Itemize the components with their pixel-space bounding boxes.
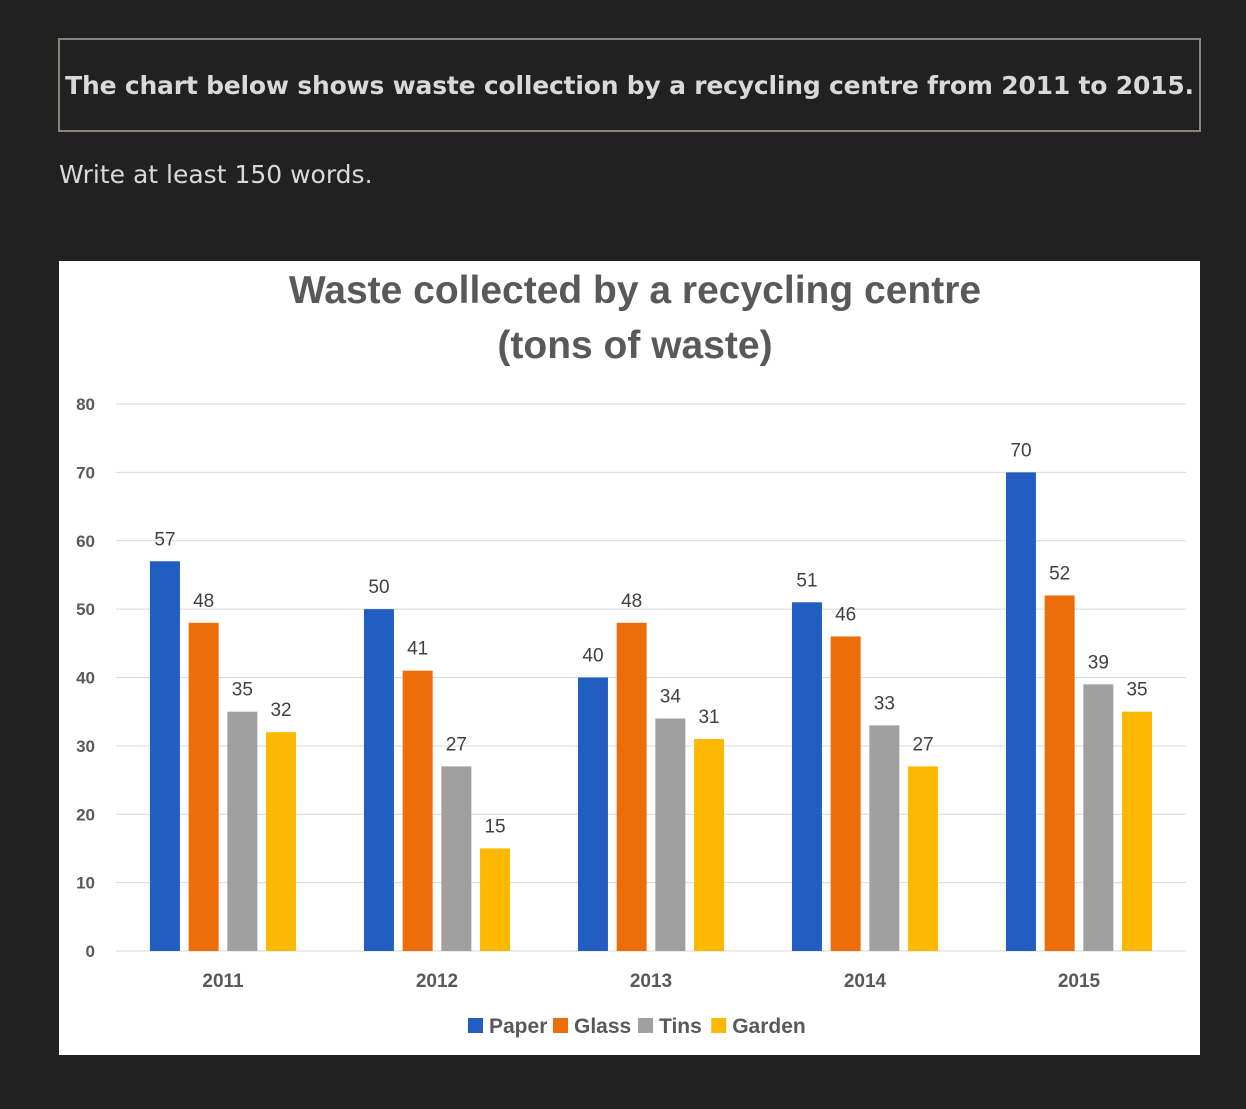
data-label: 57 <box>154 529 175 550</box>
x-tick-label: 2014 <box>844 971 887 992</box>
x-tick-label: 2012 <box>416 971 458 992</box>
data-label: 27 <box>446 734 467 755</box>
bar-paper <box>791 602 822 951</box>
instruction-text: Write at least 150 words. <box>59 160 373 189</box>
legend-label-tins: Tins <box>659 1015 702 1038</box>
bar-chart: Waste collected by a recycling centre (t… <box>76 269 1186 1038</box>
data-label: 40 <box>582 646 603 667</box>
y-tick-label: 60 <box>76 532 95 551</box>
x-tick-label: 2011 <box>202 971 244 992</box>
data-label: 70 <box>1010 440 1031 461</box>
bar-glass <box>830 636 861 951</box>
legend-swatch-tins <box>638 1018 653 1033</box>
y-tick-label: 0 <box>86 942 95 961</box>
bar-garden <box>1122 711 1153 951</box>
prompt-text: The chart below shows waste collection b… <box>65 70 1194 100</box>
bar-paper <box>1005 472 1036 951</box>
prompt-box: The chart below shows waste collection b… <box>58 38 1201 132</box>
bar-glass <box>402 670 433 951</box>
legend-swatch-glass <box>553 1018 568 1033</box>
bar-tins <box>441 766 472 951</box>
bar-garden <box>480 848 511 951</box>
data-label: 35 <box>232 680 253 701</box>
bar-tins <box>869 725 900 951</box>
bar-garden <box>908 766 939 951</box>
y-tick-label: 70 <box>76 463 95 482</box>
data-label: 33 <box>874 693 895 714</box>
bar-garden <box>694 739 725 951</box>
legend-swatch-garden <box>711 1018 727 1033</box>
x-tick-label: 2013 <box>630 971 672 992</box>
bar-garden <box>266 732 297 951</box>
bar-glass <box>1044 595 1075 951</box>
chart-title-line-2: (tons of waste) <box>497 324 772 367</box>
y-tick-label: 40 <box>76 669 95 688</box>
legend-swatch-paper <box>468 1018 483 1033</box>
y-tick-label: 80 <box>76 395 95 414</box>
data-label: 52 <box>1049 563 1070 584</box>
bar-paper <box>363 609 394 951</box>
y-tick-label: 30 <box>76 737 95 756</box>
y-tick-label: 10 <box>76 874 95 893</box>
data-label: 32 <box>270 700 291 721</box>
chart-panel: Waste collected by a recycling centre (t… <box>59 261 1200 1055</box>
x-axis: 2011 2012 2013 2014 2015 <box>202 971 1100 992</box>
chart-title-line-1: Waste collected by a recycling centre <box>289 269 981 312</box>
legend-label-garden: Garden <box>732 1015 806 1038</box>
y-axis: 0 10 20 30 40 50 60 70 80 <box>76 395 95 961</box>
bar-glass <box>616 622 647 951</box>
data-label: 50 <box>368 577 389 598</box>
legend-label-paper: Paper <box>489 1015 547 1038</box>
data-label: 27 <box>912 734 933 755</box>
data-label: 39 <box>1088 652 1109 673</box>
data-label: 31 <box>698 707 719 728</box>
data-label: 48 <box>621 591 642 612</box>
data-label: 35 <box>1126 680 1147 701</box>
bar-paper <box>149 561 180 951</box>
bar-tins <box>227 711 258 951</box>
x-tick-label: 2015 <box>1058 971 1101 992</box>
y-tick-label: 50 <box>76 600 95 619</box>
data-label: 34 <box>660 687 682 708</box>
bar-tins <box>655 718 686 951</box>
bar-paper <box>577 677 608 951</box>
bar-tins <box>1083 684 1114 951</box>
legend: Paper Glass Tins Garden <box>468 1015 806 1038</box>
data-label: 48 <box>193 591 214 612</box>
legend-label-glass: Glass <box>574 1015 631 1038</box>
bars: 57 48 35 32 50 41 27 15 40 48 34 31 51 46 33 27 70 52 39 35 <box>149 440 1153 951</box>
data-label: 46 <box>835 604 856 625</box>
bar-glass <box>188 622 219 951</box>
data-label: 41 <box>407 639 428 660</box>
data-label: 15 <box>484 816 505 837</box>
y-tick-label: 20 <box>76 805 95 824</box>
data-label: 51 <box>796 570 817 591</box>
